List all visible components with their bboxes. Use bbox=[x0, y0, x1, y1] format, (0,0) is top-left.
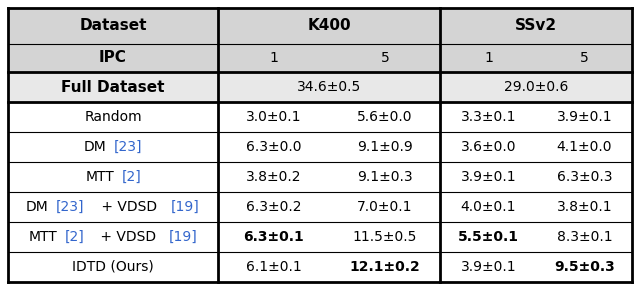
Text: IDTD (Ours): IDTD (Ours) bbox=[72, 260, 154, 274]
Text: [23]: [23] bbox=[113, 140, 142, 154]
Text: MTT: MTT bbox=[29, 230, 58, 244]
Text: 6.3±0.1: 6.3±0.1 bbox=[244, 230, 305, 244]
Text: IPC: IPC bbox=[99, 51, 127, 66]
Text: 6.3±0.2: 6.3±0.2 bbox=[246, 200, 301, 214]
Text: + VDSD: + VDSD bbox=[97, 200, 157, 214]
Text: 3.6±0.0: 3.6±0.0 bbox=[461, 140, 516, 154]
Text: 3.8±0.2: 3.8±0.2 bbox=[246, 170, 301, 184]
Text: Full Dataset: Full Dataset bbox=[61, 79, 164, 94]
Text: 9.5±0.3: 9.5±0.3 bbox=[554, 260, 615, 274]
Text: 7.0±0.1: 7.0±0.1 bbox=[357, 200, 413, 214]
Text: 29.0±0.6: 29.0±0.6 bbox=[504, 80, 568, 94]
Text: 3.3±0.1: 3.3±0.1 bbox=[461, 110, 516, 124]
Text: 6.3±0.3: 6.3±0.3 bbox=[557, 170, 612, 184]
Text: 12.1±0.2: 12.1±0.2 bbox=[349, 260, 420, 274]
Text: 3.8±0.1: 3.8±0.1 bbox=[557, 200, 612, 214]
Text: 34.6±0.5: 34.6±0.5 bbox=[297, 80, 361, 94]
Text: 8.3±0.1: 8.3±0.1 bbox=[557, 230, 612, 244]
Text: 5.6±0.0: 5.6±0.0 bbox=[357, 110, 413, 124]
Text: 3.0±0.1: 3.0±0.1 bbox=[246, 110, 301, 124]
Text: 1: 1 bbox=[484, 51, 493, 65]
Text: 4.0±0.1: 4.0±0.1 bbox=[461, 200, 516, 214]
Text: + VDSD: + VDSD bbox=[95, 230, 156, 244]
Text: [23]: [23] bbox=[56, 200, 84, 214]
Text: SSv2: SSv2 bbox=[515, 19, 557, 34]
Text: 5: 5 bbox=[381, 51, 389, 65]
Text: K400: K400 bbox=[307, 19, 351, 34]
Text: 5: 5 bbox=[580, 51, 589, 65]
Text: [2]: [2] bbox=[122, 170, 141, 184]
Text: [19]: [19] bbox=[170, 200, 199, 214]
Text: 5.5±0.1: 5.5±0.1 bbox=[458, 230, 519, 244]
Text: 11.5±0.5: 11.5±0.5 bbox=[353, 230, 417, 244]
Text: 3.9±0.1: 3.9±0.1 bbox=[461, 260, 516, 274]
Text: MTT: MTT bbox=[86, 170, 115, 184]
Text: 6.1±0.1: 6.1±0.1 bbox=[246, 260, 302, 274]
Text: 9.1±0.9: 9.1±0.9 bbox=[357, 140, 413, 154]
Text: 6.3±0.0: 6.3±0.0 bbox=[246, 140, 301, 154]
Text: DM: DM bbox=[26, 200, 49, 214]
Text: 1: 1 bbox=[269, 51, 278, 65]
Text: 4.1±0.0: 4.1±0.0 bbox=[557, 140, 612, 154]
Text: 9.1±0.3: 9.1±0.3 bbox=[357, 170, 413, 184]
Text: Dataset: Dataset bbox=[79, 19, 147, 34]
Text: [2]: [2] bbox=[65, 230, 84, 244]
Text: Random: Random bbox=[84, 110, 142, 124]
Text: 3.9±0.1: 3.9±0.1 bbox=[557, 110, 612, 124]
Text: [19]: [19] bbox=[169, 230, 198, 244]
Text: 3.9±0.1: 3.9±0.1 bbox=[461, 170, 516, 184]
Text: DM: DM bbox=[83, 140, 106, 154]
